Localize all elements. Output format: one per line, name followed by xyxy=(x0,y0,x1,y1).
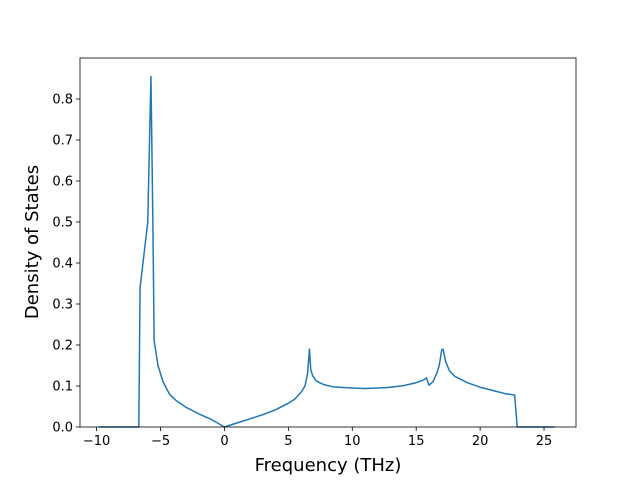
y-tick-label: 0.5 xyxy=(52,216,73,231)
y-tick-label: 0.8 xyxy=(52,93,73,108)
y-tick-label: 0.1 xyxy=(52,380,73,395)
y-tick-label: 0.6 xyxy=(52,175,73,190)
series-line-0 xyxy=(99,75,555,428)
x-tick-label: 15 xyxy=(408,434,425,449)
x-tick-label: 20 xyxy=(472,434,489,449)
x-tick-label: 25 xyxy=(536,434,553,449)
x-tick-label: 10 xyxy=(344,434,361,449)
x-tick-label: 0 xyxy=(220,434,228,449)
x-tick-label: −5 xyxy=(151,434,170,449)
y-tick-label: 0.7 xyxy=(52,134,73,149)
x-tick-label: −10 xyxy=(83,434,110,449)
x-axis-label: Frequency (THz) xyxy=(255,455,402,476)
y-tick-label: 0.0 xyxy=(52,421,73,436)
x-tick-label: 5 xyxy=(284,434,292,449)
plot-area: −10 −5 0 5 10 15 20 25 0.0 0.1 0.2 0.3 0.4 0.5 0.6 0.7 0… xyxy=(52,57,577,449)
axes-frame xyxy=(79,57,577,428)
y-tick-label: 0.4 xyxy=(52,257,73,272)
y-tick-label: 0.2 xyxy=(52,339,73,354)
y-axis-label: Density of States xyxy=(22,165,43,319)
y-tick-label: 0.3 xyxy=(52,298,73,313)
